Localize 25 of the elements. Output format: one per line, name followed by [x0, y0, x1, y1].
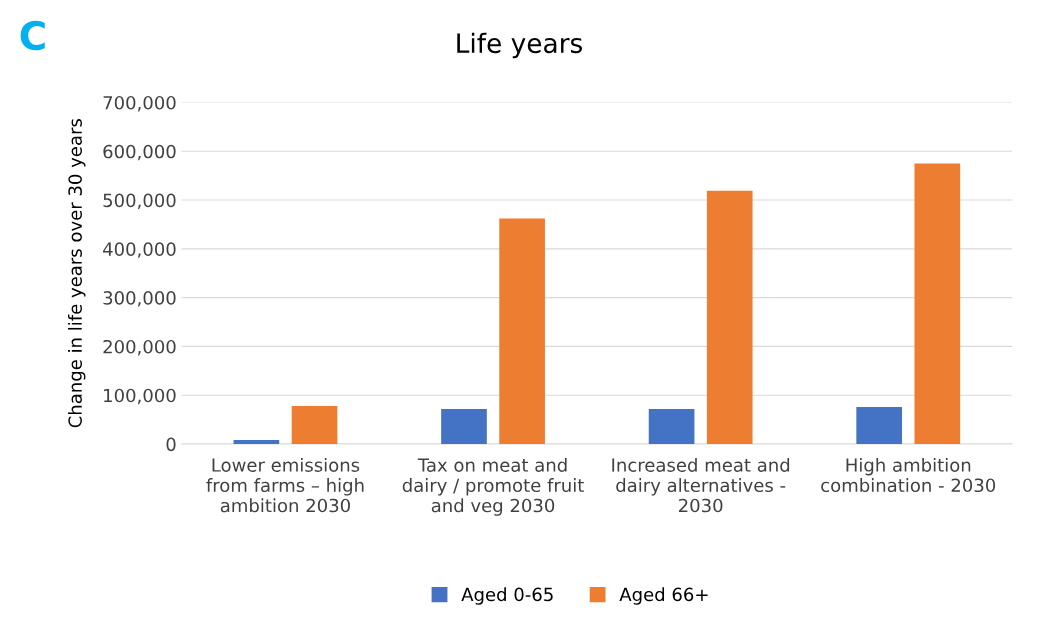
x-tick-label: Increased meat and dairy alternatives - 2030 [612, 457, 790, 513]
bar [499, 218, 545, 445]
y-tick-label: 300,000 [103, 291, 176, 307]
y-tick-label: 600,000 [103, 144, 176, 161]
bar [291, 405, 338, 445]
y-tick-label: 200,000 [103, 339, 176, 356]
y-tick-label: 500,000 [103, 193, 176, 210]
y-tick-label: 700,000 [103, 95, 176, 112]
bar [914, 163, 961, 445]
text: C [20, 20, 45, 51]
legend-label: Aged 0-65 [461, 587, 553, 605]
bar [706, 190, 753, 445]
bar [648, 408, 695, 445]
y-tick-label: 100,000 [104, 388, 176, 405]
x-tick-label: Tax on meat and dairy / promote fruit and veg 2030 [402, 457, 584, 516]
bar [856, 406, 903, 445]
x-tick-label: Lower emissions from farms – high ambition 2030 [206, 457, 364, 513]
y-tick-label: 0 [166, 437, 176, 452]
y-axis-title: Change in life years over 30 years [67, 119, 86, 428]
legend-label: Aged 66+ [619, 587, 708, 605]
x-tick-label: High ambition combination - 2030 [821, 457, 996, 493]
y-tick-label: 400,000 [103, 242, 176, 258]
bar [441, 408, 487, 445]
chart-title: Life years [457, 32, 582, 59]
bar [233, 440, 280, 445]
